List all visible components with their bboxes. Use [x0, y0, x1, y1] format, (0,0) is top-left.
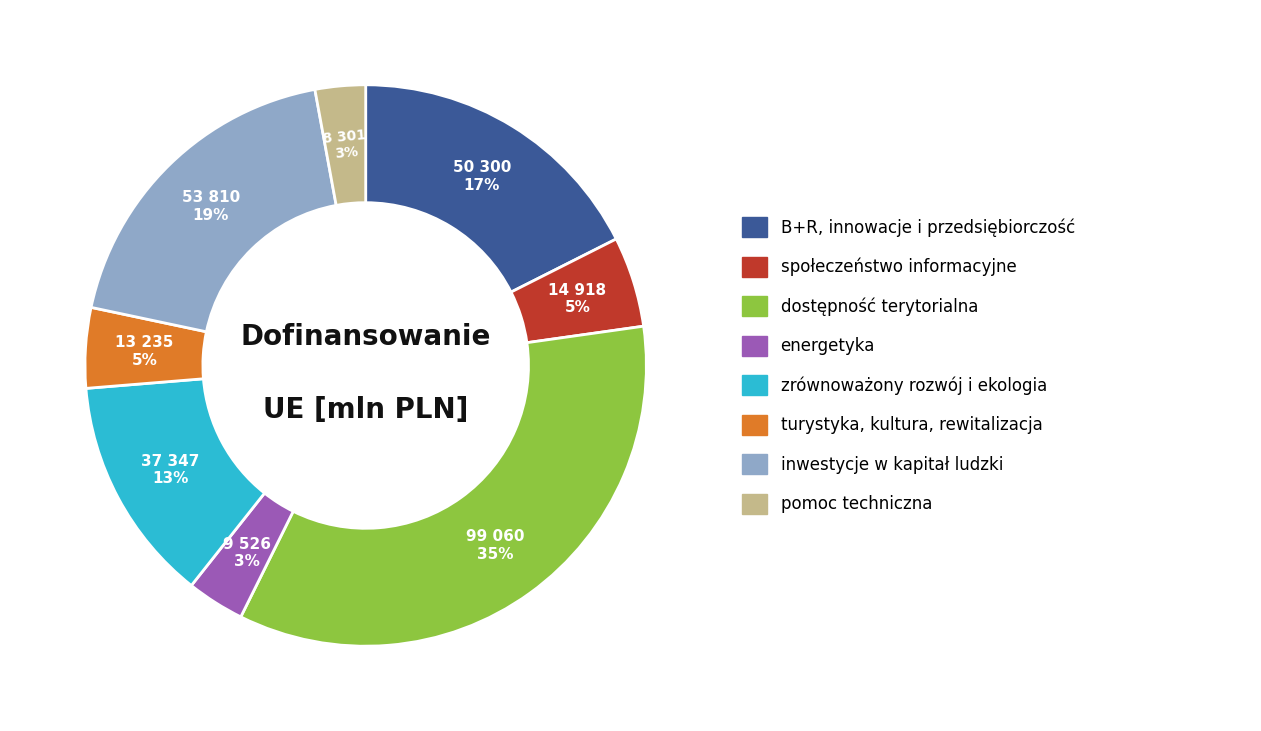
Wedge shape [241, 326, 647, 646]
Text: UE [mln PLN]: UE [mln PLN] [264, 396, 468, 425]
Text: 9 526
3%: 9 526 3% [223, 537, 271, 569]
Text: 8 301
3%: 8 301 3% [323, 128, 368, 162]
Text: 99 060
35%: 99 060 35% [467, 529, 525, 561]
Text: 13 235
5%: 13 235 5% [115, 336, 174, 368]
Text: Dofinansowanie: Dofinansowanie [241, 323, 491, 352]
Wedge shape [511, 239, 643, 343]
Text: 50 300
17%: 50 300 17% [453, 160, 511, 193]
Text: 53 810
19%: 53 810 19% [182, 190, 240, 223]
Wedge shape [315, 85, 366, 205]
Text: 14 918
5%: 14 918 5% [549, 283, 607, 315]
Wedge shape [91, 89, 337, 332]
Text: 37 347
13%: 37 347 13% [141, 454, 199, 486]
Wedge shape [84, 307, 207, 388]
Legend: B+R, innowacje i przedsiębiorczość, społeczeństwo informacyjne, dostępność teryt: B+R, innowacje i przedsiębiorczość, społ… [743, 217, 1074, 514]
Wedge shape [366, 85, 617, 292]
Wedge shape [192, 493, 294, 617]
Wedge shape [86, 379, 265, 586]
